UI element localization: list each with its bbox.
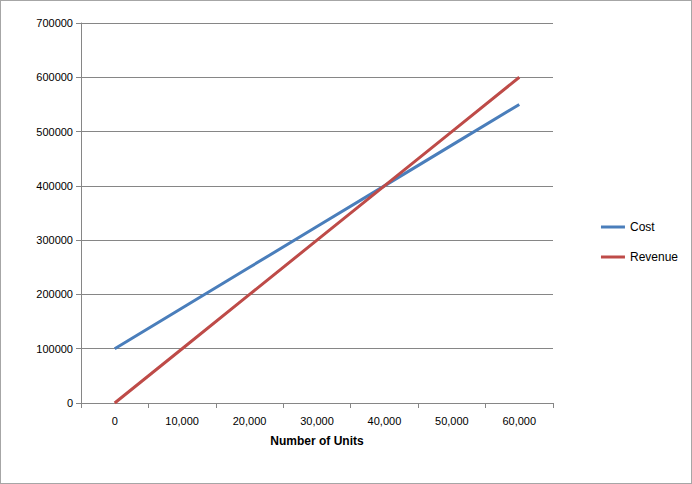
svg-text:100000: 100000 (36, 343, 73, 355)
svg-text:700000: 700000 (36, 17, 73, 29)
svg-text:60,000: 60,000 (502, 415, 536, 427)
svg-text:30,000: 30,000 (300, 415, 334, 427)
svg-text:Revenue: Revenue (630, 250, 678, 264)
svg-text:10,000: 10,000 (165, 415, 199, 427)
svg-text:500000: 500000 (36, 126, 73, 138)
svg-text:50,000: 50,000 (435, 415, 469, 427)
svg-text:200000: 200000 (36, 288, 73, 300)
svg-text:Number of Units: Number of Units (270, 434, 364, 448)
svg-text:20,000: 20,000 (233, 415, 267, 427)
svg-text:400000: 400000 (36, 180, 73, 192)
svg-text:40,000: 40,000 (368, 415, 402, 427)
svg-text:600000: 600000 (36, 71, 73, 83)
svg-text:300000: 300000 (36, 234, 73, 246)
svg-text:0: 0 (112, 415, 118, 427)
svg-text:0: 0 (67, 397, 73, 409)
svg-text:Cost: Cost (630, 220, 655, 234)
